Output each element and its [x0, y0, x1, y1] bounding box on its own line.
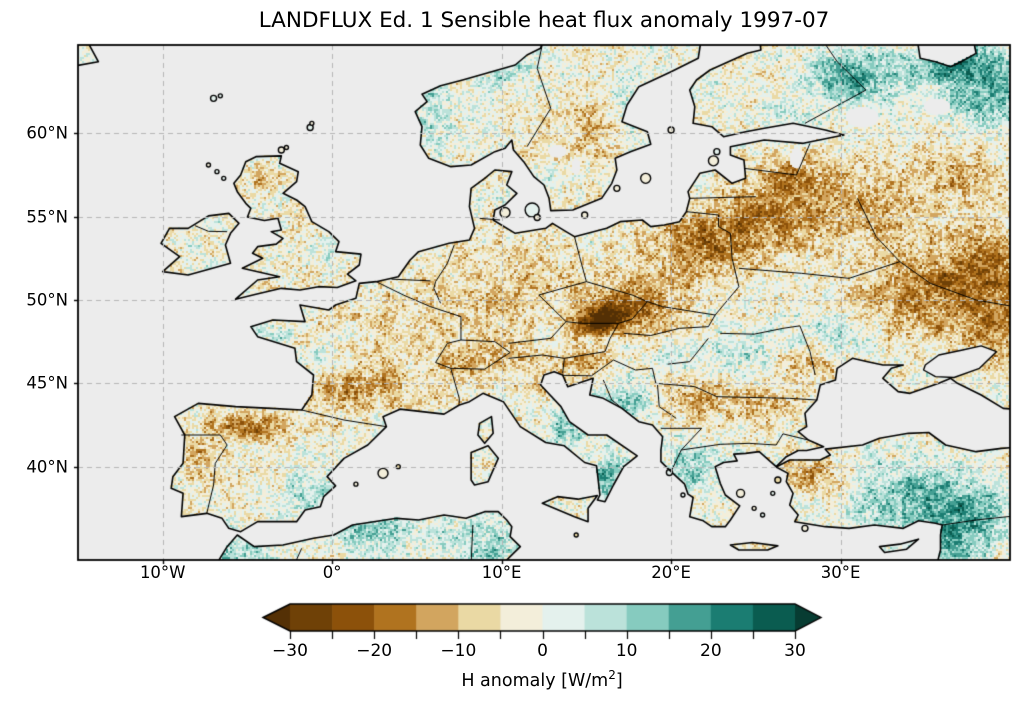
colorbar-tick-label: 10 — [615, 641, 638, 661]
y-tick-label: 55°N — [26, 207, 68, 227]
colorbar-tick-label: 30 — [784, 641, 806, 661]
colorbar-label: H anomaly [W/m2] — [461, 668, 623, 691]
colorbar-tick-label: −20 — [356, 641, 393, 661]
y-tick-label: 40°N — [26, 457, 68, 477]
x-tick-label: 20°E — [651, 563, 691, 582]
colorbar-tick-label: 20 — [700, 641, 722, 661]
colorbar-tick-label: 0 — [537, 641, 548, 661]
x-tick-label: 30°E — [820, 563, 861, 582]
colorbar-tick-label: −30 — [272, 641, 308, 661]
y-tick-label: 45°N — [26, 373, 68, 393]
chart-title: LANDFLUX Ed. 1 Sensible heat flux anomal… — [258, 8, 830, 33]
y-tick-label: 50°N — [26, 290, 68, 310]
y-tick-label: 60°N — [26, 123, 68, 143]
x-tick-label: 10°W — [139, 563, 186, 582]
x-tick-label: 10°E — [481, 563, 522, 582]
x-tick-label: 0° — [322, 563, 342, 582]
colorbar-tick-label: −10 — [440, 641, 477, 661]
